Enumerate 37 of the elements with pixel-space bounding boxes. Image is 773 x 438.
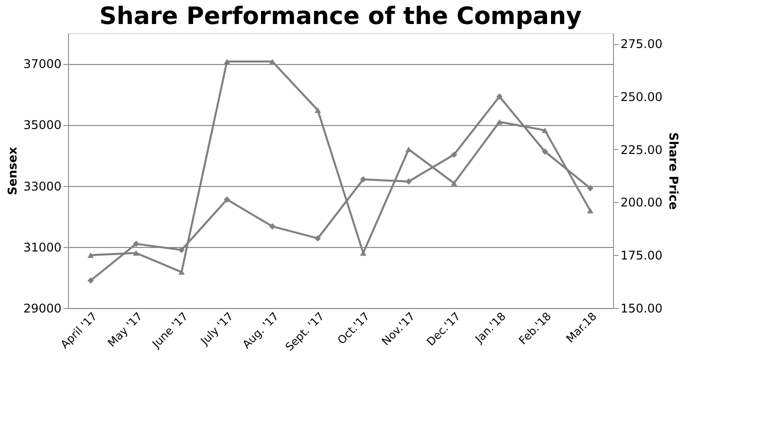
- point: [496, 93, 503, 100]
- y2-tick-label: 225.00: [620, 142, 662, 157]
- y2-tick-label: 150.00: [620, 302, 662, 316]
- point: [88, 277, 94, 284]
- point: [405, 178, 412, 185]
- y-tick-label: 29000: [23, 302, 62, 316]
- point: [496, 119, 503, 125]
- point: [587, 185, 594, 192]
- y-tick-label: 35000: [23, 118, 62, 132]
- point: [542, 128, 548, 134]
- y-tick-label: 33000: [23, 179, 62, 194]
- y2-tick-label: 175.00: [620, 248, 662, 263]
- y2-tick-label: 275.00: [620, 37, 662, 52]
- point: [178, 246, 185, 254]
- y2-tick-label: 250.00: [620, 90, 662, 104]
- y2-tick-label: 200.00: [620, 196, 662, 210]
- point: [224, 196, 230, 203]
- point: [88, 252, 94, 258]
- point: [178, 269, 185, 275]
- point: [542, 148, 548, 155]
- chart-title: Share Performance of the Company: [99, 2, 582, 30]
- y-tick-label: 31000: [23, 240, 62, 254]
- y2-axis-title: Share Price: [666, 132, 680, 210]
- point: [269, 58, 276, 64]
- point: [587, 208, 594, 214]
- point: [224, 58, 230, 64]
- point: [360, 176, 366, 183]
- point: [132, 240, 140, 247]
- point: [450, 151, 458, 158]
- y-tick-label: 37000: [23, 57, 62, 72]
- point: [450, 180, 458, 186]
- point: [405, 146, 412, 152]
- point: [269, 223, 276, 230]
- y-axis-title: Sensex: [5, 146, 20, 196]
- point: [314, 107, 321, 113]
- point: [132, 250, 140, 256]
- point: [314, 235, 321, 242]
